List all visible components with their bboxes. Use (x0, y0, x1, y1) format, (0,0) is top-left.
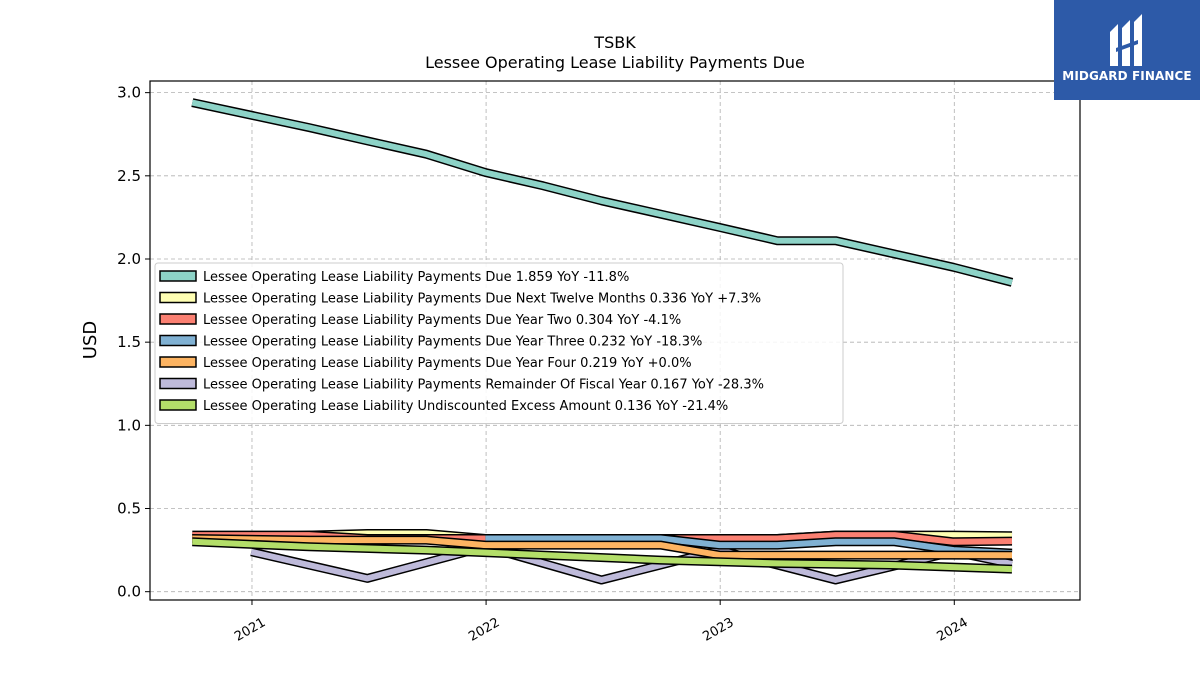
legend-label: Lessee Operating Lease Liability Payment… (203, 378, 764, 393)
legend-label: Lessee Operating Lease Liability Payment… (203, 313, 681, 328)
brand-logo: MIDGARD FINANCE (1054, 0, 1200, 100)
y-tick-label: 3.0 (117, 84, 141, 102)
y-tick-label: 2.5 (117, 167, 141, 185)
legend-box (154, 262, 844, 424)
series-line (192, 538, 1013, 573)
legend-swatch (159, 291, 197, 304)
series-line (191, 99, 1013, 286)
legend-swatch (159, 377, 197, 390)
series-line (485, 535, 1013, 557)
y-tick-label: 1.0 (117, 416, 141, 434)
x-tick-label: 2021 (232, 615, 268, 645)
legend: Lessee Operating Lease Liability Payment… (154, 262, 844, 424)
plot-frame (149, 80, 1081, 601)
midgard-finance-logo-icon (1110, 14, 1142, 66)
legend-label: Lessee Operating Lease Liability Payment… (203, 356, 692, 371)
legend-label: Lessee Operating Lease Liability Payment… (203, 335, 702, 350)
x-axis-ticks: 2021 2022 2023 2024 (232, 600, 971, 645)
y-tick-label: 0.0 (117, 583, 141, 601)
chart-title: TSBK (593, 33, 636, 52)
y-axis-ticks: 0.0 0.5 1.0 1.5 2.0 2.5 3.0 (117, 84, 150, 601)
y-tick-label: 2.0 (117, 250, 141, 268)
legend-swatch (159, 399, 197, 411)
legend-label: Lessee Operating Lease Liability Payment… (203, 292, 761, 307)
legend-swatch (159, 270, 197, 282)
chart-subtitle: Lessee Operating Lease Liability Payment… (425, 53, 805, 72)
legend-swatch (159, 313, 197, 325)
x-tick-label: 2024 (934, 615, 970, 645)
y-tick-label: 1.5 (117, 333, 141, 351)
x-tick-label: 2022 (466, 615, 502, 645)
legend-label: Lessee Operating Lease Liability Undisco… (203, 399, 728, 414)
brand-logo-text: MIDGARD FINANCE (1062, 69, 1192, 83)
y-tick-label: 0.5 (117, 500, 141, 518)
y-axis-label: USD (80, 321, 101, 359)
legend-swatch (159, 334, 197, 347)
series-lines (191, 98, 1014, 585)
x-tick-label: 2023 (700, 615, 736, 645)
legend-swatch (159, 356, 197, 368)
legend-label: Lessee Operating Lease Liability Payment… (203, 270, 629, 285)
series-line (192, 535, 1013, 559)
